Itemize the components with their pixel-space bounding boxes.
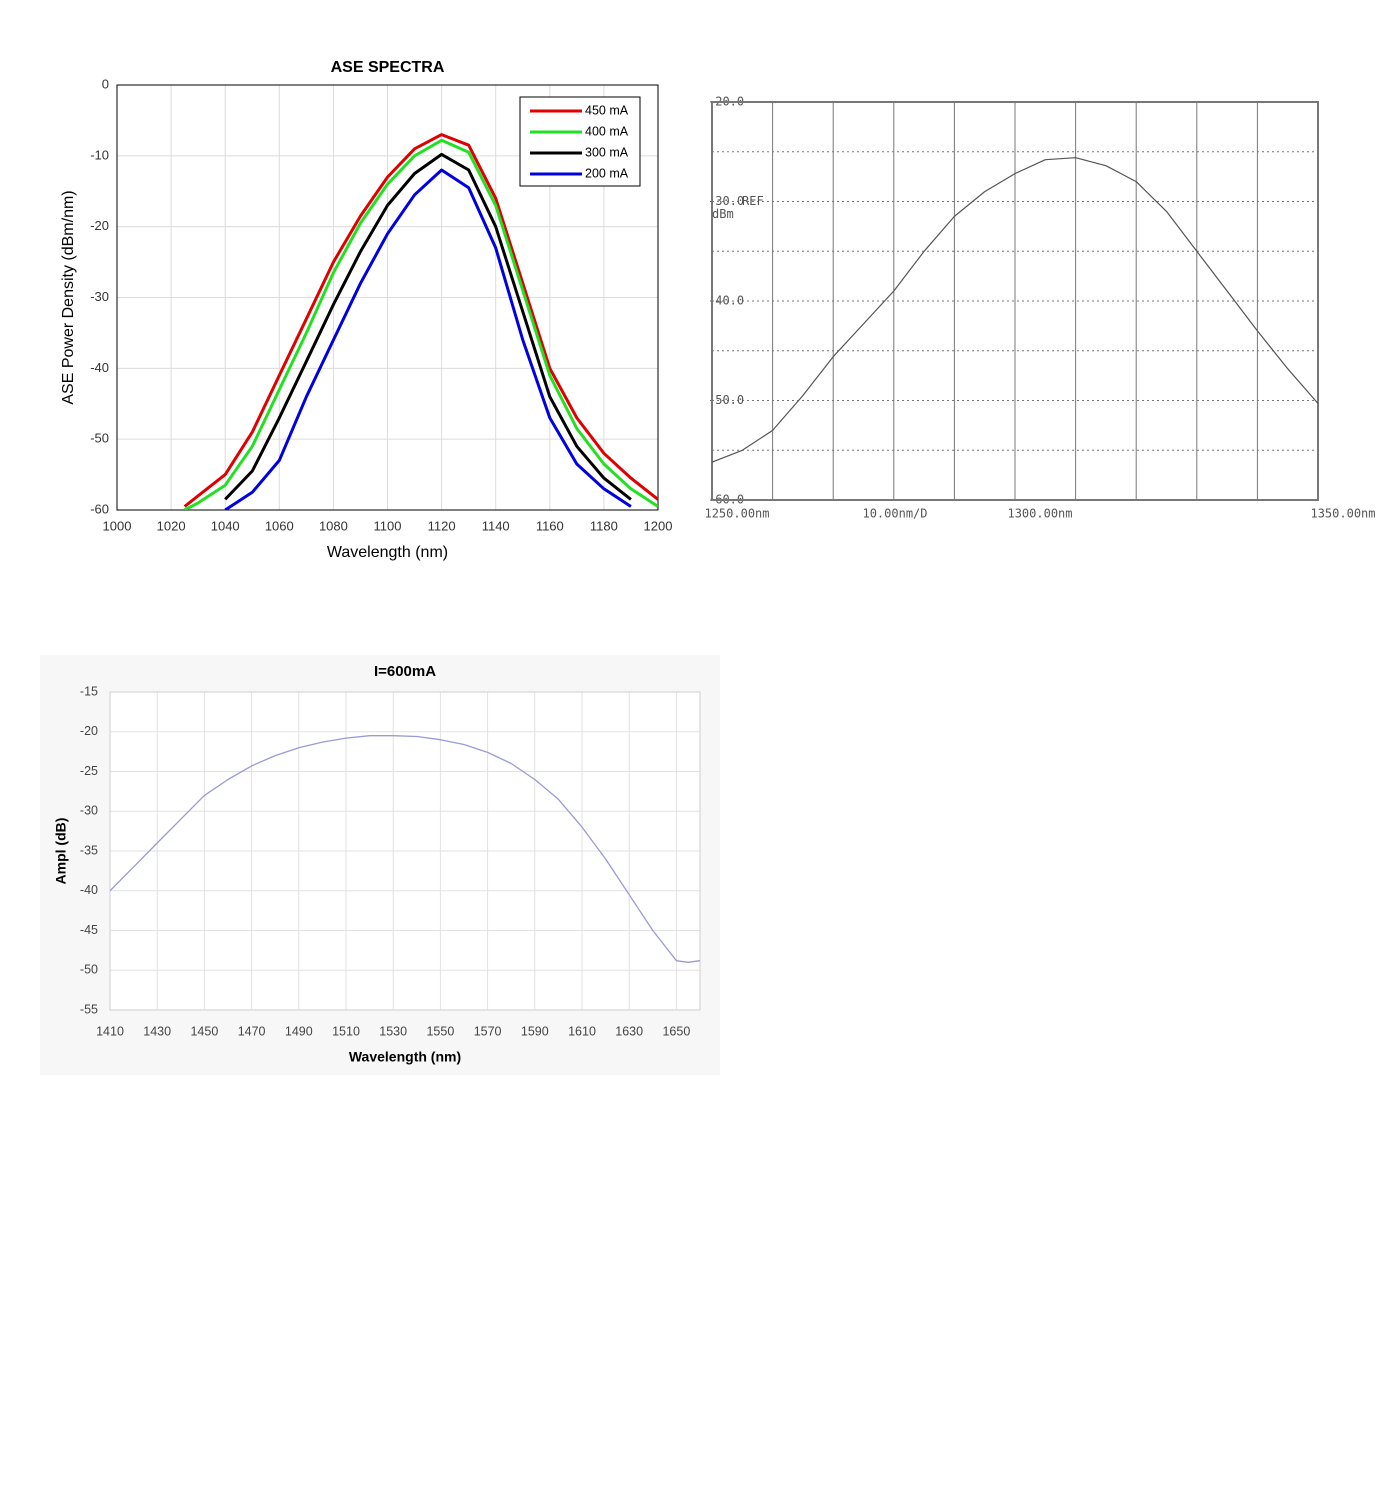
chart: 1410 1430 1450 1470 1490 1510 1530 1550 1570 1590… [53, 663, 701, 1065]
y-tick-label: -25 [80, 764, 98, 778]
y-tick-label: -40 [90, 360, 109, 375]
legend-label: 450 mA [585, 103, 629, 117]
x-axis-label: Wavelength (nm) [349, 1049, 461, 1065]
y-tick-label: -60 [90, 501, 109, 516]
chart: 1250.00nm 1300.00nm 1350.00nm-20.0-30.0-40… [704, 95, 1375, 521]
y-tick-label: -40 [80, 883, 98, 897]
annotation: 10.00nm/D [862, 507, 927, 521]
x-tick-label: 1470 [238, 1024, 266, 1038]
data-line [224, 152, 632, 501]
legend-label: 200 mA [585, 166, 629, 180]
x-tick-label: 1590 [521, 1024, 549, 1038]
y-tick-label: -45 [80, 923, 98, 937]
y-tick-label: -30 [90, 289, 109, 304]
x-tick-label: 1610 [568, 1024, 596, 1038]
y-axis-label: Ampl (dB) [53, 818, 69, 885]
x-tick-label: 1100 [374, 518, 402, 533]
y-tick-label: -20 [90, 218, 109, 233]
y-axis-label: ASE Power Density (dBm/nm) [60, 190, 77, 404]
plot-frame [116, 84, 659, 511]
chart-title: I=600mA [374, 663, 436, 680]
y-tick-label: -30.0 [708, 194, 744, 208]
x-tick-label: 1490 [285, 1024, 313, 1038]
legend-label: 400 mA [585, 124, 629, 138]
x-tick-label: 1410 [96, 1024, 124, 1038]
annotation: REF [742, 194, 764, 208]
y-tick-label: -40.0 [708, 294, 744, 308]
y-tick-label: -35 [80, 843, 98, 857]
y-tick-label: -30 [80, 804, 98, 818]
x-tick-label: 1350.00nm [1310, 507, 1375, 521]
y-tick-label: -50.0 [708, 393, 744, 407]
x-tick-label: 1430 [143, 1024, 171, 1038]
plot-frame [109, 691, 701, 1011]
chart-title: ASE SPECTRA [331, 59, 445, 76]
y-tick-label: -50 [90, 431, 109, 446]
y-tick-label: -55 [80, 1002, 98, 1016]
data-line [110, 735, 700, 963]
data-line [712, 157, 1318, 463]
y-tick-label: -15 [80, 684, 98, 698]
x-axis-label: Wavelength (nm) [327, 544, 448, 561]
x-tick-label: 1550 [426, 1024, 454, 1038]
chart: 1000 1020 1040 1060 1080 1100 1120 1140 1160 1180… [60, 59, 672, 561]
data-line [183, 138, 658, 510]
x-tick-label: 1140 [482, 518, 510, 533]
x-tick-label: 1040 [211, 518, 240, 533]
x-tick-label: 1300.00nm [1007, 507, 1072, 521]
x-tick-label: 1570 [474, 1024, 502, 1038]
x-tick-label: 1250.00nm [704, 507, 769, 521]
data-line [183, 133, 658, 508]
x-tick-label: 1530 [379, 1024, 407, 1038]
x-tick-label: 1180 [590, 518, 618, 533]
plot-frame [711, 101, 1319, 501]
annotation: dBm [712, 207, 734, 221]
x-tick-label: 1000 [103, 518, 132, 533]
x-tick-label: 1080 [319, 518, 348, 533]
x-tick-label: 1160 [536, 518, 564, 533]
y-tick-label: -20 [80, 724, 98, 738]
x-tick-label: 1630 [615, 1024, 643, 1038]
x-tick-label: 1200 [644, 518, 673, 533]
legend-label: 300 mA [585, 145, 629, 159]
x-tick-label: 1120 [428, 518, 456, 533]
data-line [224, 168, 632, 510]
x-tick-label: 1510 [332, 1024, 360, 1038]
x-tick-label: 1020 [157, 518, 186, 533]
y-tick-label: 0 [102, 76, 109, 91]
y-tick-label: -10 [90, 147, 109, 162]
y-tick-label: -50 [80, 963, 98, 977]
x-tick-label: 1650 [662, 1024, 690, 1038]
x-tick-label: 1450 [190, 1024, 218, 1038]
x-tick-label: 1060 [265, 518, 294, 533]
